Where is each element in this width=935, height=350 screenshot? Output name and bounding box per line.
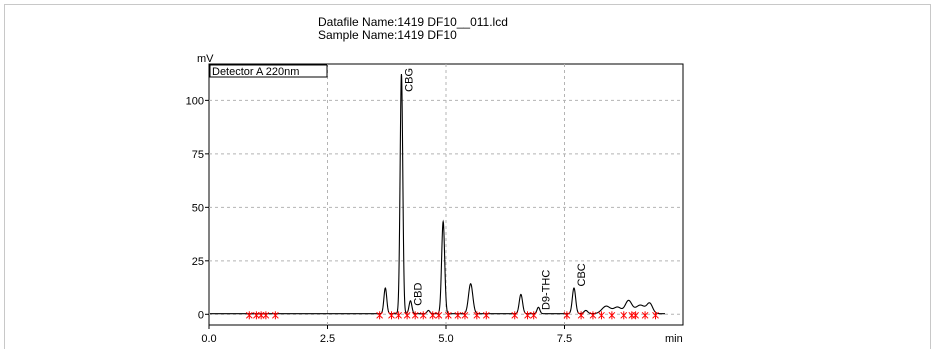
integration-mark (272, 311, 279, 320)
integration-mark (376, 311, 383, 320)
detector-label-box (209, 64, 328, 78)
integration-mark (435, 311, 443, 320)
integration-mark (598, 311, 605, 320)
integration-mark (524, 311, 531, 320)
integration-mark (257, 311, 265, 320)
x-tick-label: 7.5 (557, 333, 572, 345)
detector-label: Detector A 220nm (209, 64, 328, 78)
integration-mark (262, 311, 270, 320)
integration-mark (652, 311, 659, 320)
integration-mark (608, 311, 616, 320)
integration-mark (641, 311, 649, 320)
integration-mark (632, 311, 639, 320)
peak-label-cbg: CBG (403, 68, 415, 92)
y-tick-label: 0 (198, 309, 204, 321)
integration-mark (445, 311, 452, 320)
y-axis-label: mV (197, 53, 214, 65)
integration-mark (563, 311, 571, 320)
integration-mark (577, 311, 585, 320)
peak-label-d9-thc: D9-THC (540, 270, 552, 310)
sample-name: Sample Name:1419 DF10 (318, 28, 457, 42)
integration-mark (461, 311, 469, 320)
x-tick-label: 5.0 (438, 333, 453, 345)
integration-mark (620, 311, 628, 320)
datafile-name: Datafile Name:1419 DF10__011.lcd (318, 15, 508, 29)
integration-mark (411, 311, 419, 320)
x-axis-label: min (665, 333, 683, 345)
peak-label-cbd: CBD (412, 282, 424, 305)
integration-mark (454, 311, 462, 320)
integration-mark (403, 311, 411, 320)
y-tick-label: 50 (192, 202, 204, 214)
integration-mark (395, 311, 402, 320)
integration-mark (429, 311, 437, 320)
integration-mark (530, 311, 538, 320)
integration-mark (482, 311, 490, 320)
detector-label-text: Detector A 220nm (212, 66, 299, 78)
y-tick-label: 75 (192, 149, 204, 161)
x-tick-label: 0.0 (201, 333, 216, 345)
y-tick-label: 100 (186, 95, 204, 107)
integration-mark (419, 311, 427, 320)
integration-mark (253, 311, 260, 320)
peak-label-cbc: CBC (576, 263, 588, 286)
integration-mark (511, 311, 519, 320)
integration-mark (473, 311, 481, 320)
integration-mark (388, 311, 395, 320)
integration-mark (589, 311, 597, 320)
y-tick-label: 25 (192, 256, 204, 268)
integration-mark (245, 311, 253, 320)
x-tick-label: 2.5 (320, 333, 335, 345)
